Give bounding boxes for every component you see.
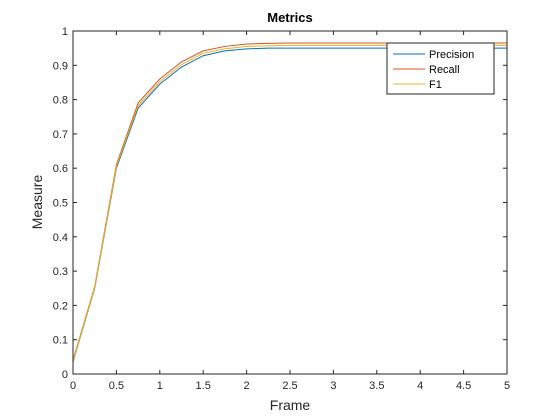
legend-label-recall: Recall [429, 64, 460, 76]
y-tick-label: 0.4 [53, 232, 68, 244]
y-tick-label: 0.9 [53, 60, 68, 72]
legend-label-f1: F1 [429, 79, 442, 91]
x-tick-label: 1 [157, 380, 163, 392]
y-tick-label: 1 [62, 26, 68, 38]
y-tick-label: 0.1 [53, 335, 68, 347]
x-tick-label: 3 [330, 380, 336, 392]
y-tick-label: 0.7 [53, 129, 68, 141]
x-tick-label: 4 [417, 380, 423, 392]
x-tick-label: 0 [70, 380, 76, 392]
x-tick-label: 4.5 [456, 380, 471, 392]
x-tick-label: 0.5 [109, 380, 124, 392]
y-tick-label: 0.8 [53, 95, 68, 107]
x-axis-label: Frame [270, 397, 311, 413]
y-tick-label: 0.6 [53, 163, 68, 175]
x-tick-label: 2.5 [282, 380, 297, 392]
y-tick-label: 0.3 [53, 266, 68, 278]
x-tick-label: 1.5 [196, 380, 211, 392]
x-tick-label: 2 [244, 380, 250, 392]
x-tick-label: 3.5 [369, 380, 384, 392]
y-tick-label: 0.5 [53, 198, 68, 210]
y-axis-label: Measure [29, 175, 45, 230]
y-tick-label: 0 [62, 369, 68, 381]
chart-title: Metrics [267, 10, 313, 25]
legend-label-precision: Precision [429, 49, 474, 61]
y-tick-label: 0.2 [53, 300, 68, 312]
legend: Precision Recall F1 [386, 42, 495, 95]
ticks-layer: 0 0.5 1 1.5 2 2.5 3 3.5 4 4.5 5 0 0.1 0.2 0.3 0.4 0.5 0.6… [53, 26, 510, 392]
x-tick-label: 5 [504, 380, 510, 392]
